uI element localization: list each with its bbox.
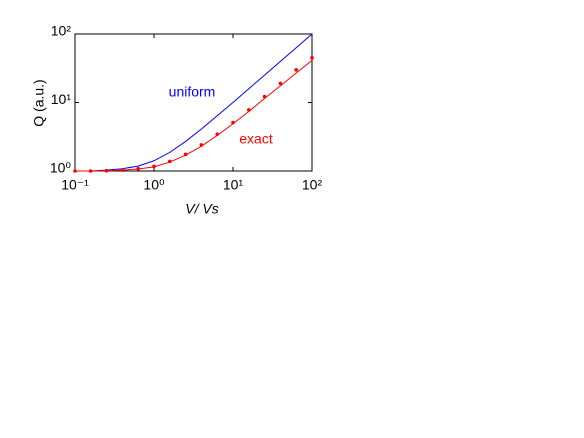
series-line (75, 33, 313, 172)
data-point (199, 143, 204, 147)
y-axis-label: Q (a.u.) (31, 79, 47, 126)
data-point (231, 120, 235, 125)
y-tick-label: 10² (51, 23, 72, 39)
series-label: uniform (169, 84, 216, 100)
data-point (152, 164, 156, 169)
data-point (278, 81, 283, 86)
series-label: exact (239, 131, 273, 147)
data-point (247, 108, 251, 112)
data-point (183, 152, 188, 157)
x-axis-label: V/ Vs (185, 201, 218, 217)
data-point (73, 169, 77, 173)
data-point (262, 94, 267, 99)
y-tick-label: 10¹ (51, 91, 72, 107)
data-point (294, 68, 299, 72)
x-tick-label: 10² (302, 177, 323, 193)
x-tick-label: 10⁰ (143, 177, 165, 193)
series-line (75, 60, 313, 172)
data-point (215, 132, 220, 136)
data-point (88, 169, 93, 173)
y-tick-label: 10⁰ (50, 160, 72, 176)
x-tick-label: 10⁻¹ (61, 177, 89, 193)
x-tick-label: 10¹ (223, 177, 244, 193)
data-point (310, 55, 314, 60)
data-point (104, 168, 109, 173)
data-point (120, 168, 125, 172)
data-point (168, 159, 172, 164)
data-point (136, 166, 141, 171)
